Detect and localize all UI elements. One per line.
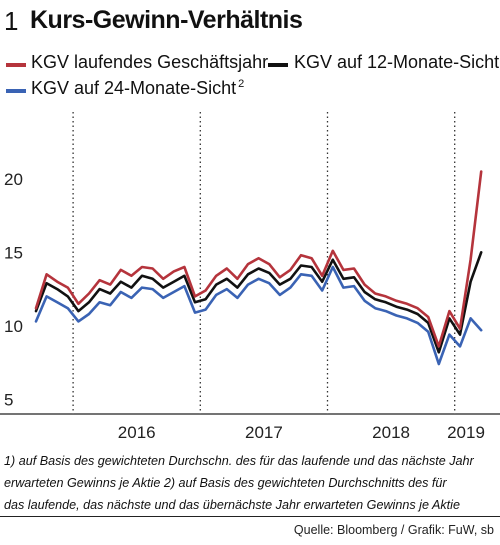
legend-swatch-12-month (268, 63, 288, 67)
y-tick-label: 15 (4, 243, 23, 262)
series-line-0 (34, 170, 483, 348)
x-tick-label-2018: 2018 (372, 423, 410, 442)
footnote-line-2: erwarteten Gewinns je Aktie 2) auf Basis… (4, 476, 447, 490)
y-tick-label: 5 (4, 390, 13, 409)
footnote-line-1: 1) auf Basis des gewichteten Durchschn. … (4, 454, 474, 468)
legend-text-12-month: KGV auf 12-Monate-Sicht (294, 52, 500, 72)
chart-title: Kurs-Gewinn-Verhältnis (30, 6, 303, 34)
chart-header: 1 Kurs-Gewinn-Verhältnis (0, 0, 500, 44)
series-line-1 (34, 251, 483, 354)
legend-swatch-24-month (6, 89, 26, 93)
x-tick-label-2019: 2019 (447, 423, 485, 442)
legend-text-24-month: KGV auf 24-Monate-Sicht (31, 78, 237, 98)
y-tick-label: 20 (4, 170, 23, 189)
source-credit: Quelle: Bloomberg / Grafik: FuW, sb (293, 523, 494, 537)
series-line-2 (34, 265, 483, 366)
series-lines (34, 170, 483, 366)
grid-lines (0, 112, 500, 415)
kgv-line-chart: 5 10 15 20 2016 2017 2018 2019 (0, 112, 500, 442)
footer-divider (0, 516, 500, 517)
x-tick-label-2017: 2017 (245, 423, 283, 442)
y-tick-label: 10 (4, 317, 23, 336)
footnotes: 1) auf Basis des gewichteten Durchschn. … (4, 450, 496, 516)
footnote-line-3: das laufende, das nächste und das übernä… (4, 498, 460, 512)
chart-number: 1 (4, 6, 19, 36)
legend-label-12-month: KGV auf 12-Monate-Sicht1 (294, 52, 500, 73)
legend-label-24-month: KGV auf 24-Monate-Sicht 2 (31, 78, 244, 99)
chart-legend: KGV laufendes Geschäftsjahr KGV auf 12-M… (0, 52, 500, 112)
legend-sup-24-month: 2 (238, 78, 245, 90)
legend-label-current-year: KGV laufendes Geschäftsjahr (31, 52, 269, 72)
x-tick-label-2016: 2016 (118, 423, 156, 442)
y-axis-ticks: 5 10 15 20 (4, 170, 23, 409)
legend-swatch-current-year (6, 63, 26, 67)
x-axis-ticks: 2016 2017 2018 2019 (118, 423, 485, 442)
